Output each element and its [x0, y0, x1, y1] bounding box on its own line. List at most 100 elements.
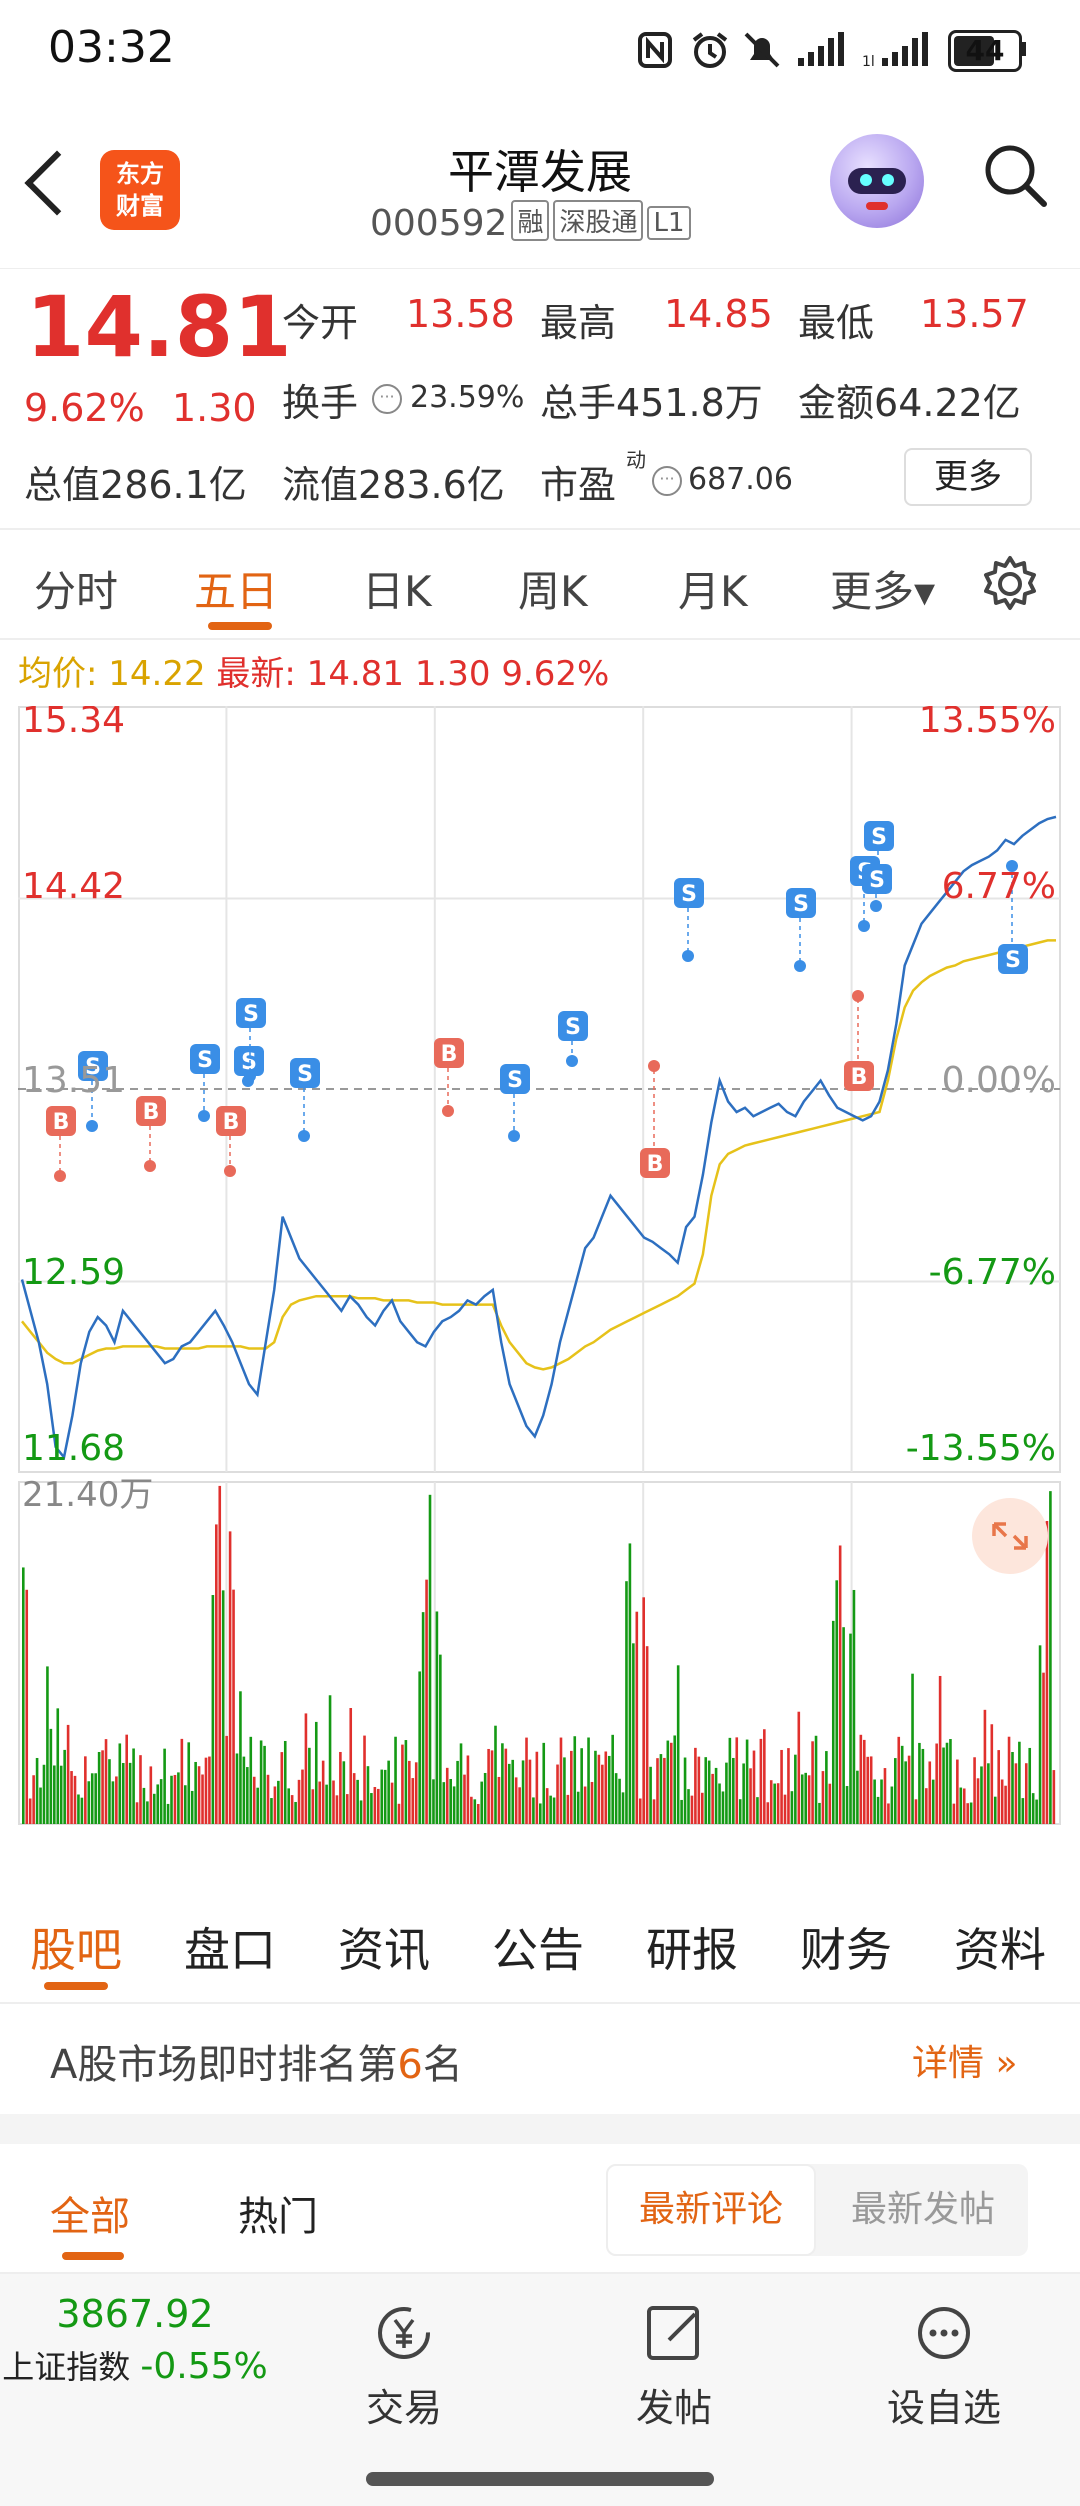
volume-bar — [570, 1750, 573, 1824]
volume-bar — [139, 1755, 142, 1824]
volume-bar — [183, 1785, 187, 1824]
pe-info-icon[interactable]: ··· — [652, 466, 682, 496]
index-change: -0.55% — [140, 2346, 268, 2387]
volume-bar — [401, 1744, 404, 1824]
tab-forum[interactable]: 股吧 — [30, 1923, 122, 1977]
tag-margin: 融 — [511, 200, 550, 241]
pct-axis-label: -13.55% — [906, 1428, 1056, 1469]
rank-detail-link[interactable]: 详情 » — [912, 2034, 1017, 2086]
tab-daily-k[interactable]: 日K — [362, 567, 432, 616]
open-label: 今开 — [282, 301, 359, 345]
tab-research[interactable]: 研报 — [646, 1923, 738, 1977]
info-icon[interactable]: ··· — [372, 384, 402, 414]
volume-bar — [735, 1737, 739, 1824]
volume-max-label: 21.40万 — [22, 1475, 153, 1515]
volume-bar — [773, 1783, 776, 1824]
home-indicator[interactable] — [366, 2472, 714, 2486]
volume-bar — [931, 1779, 935, 1824]
volume-bar — [659, 1754, 663, 1824]
mktcap-row: 总值286.1亿 — [24, 454, 247, 509]
sort-latest-post[interactable]: 最新发帖 — [850, 2189, 995, 2230]
volume-bar — [1031, 1793, 1035, 1824]
feed-tab-hot[interactable]: 热门 — [238, 2194, 318, 2240]
volume-bar — [752, 1750, 756, 1824]
volume-bar — [366, 1766, 370, 1824]
volume-bar — [294, 1801, 297, 1824]
volume-bar — [542, 1742, 546, 1824]
volume-bar — [90, 1773, 94, 1824]
volume-bar — [928, 1761, 932, 1824]
svg-text:S: S — [243, 1002, 259, 1027]
volume-bar — [942, 1747, 945, 1824]
volume-bar — [349, 1708, 353, 1824]
sell-marker: S — [558, 1011, 588, 1067]
rank-row[interactable]: A股市场即时排名第6名 详情 » — [0, 2002, 1080, 2114]
mute-icon — [744, 32, 780, 68]
low-value: 13.57 — [920, 292, 1029, 336]
app-logo[interactable]: 东方 财富 — [100, 150, 180, 230]
pct-axis-label: 6.77% — [942, 866, 1056, 907]
volume-bar — [325, 1784, 328, 1824]
tab-news[interactable]: 资讯 — [338, 1923, 430, 1977]
volume-bar — [32, 1775, 35, 1824]
five-day-chart[interactable]: SBBSBSSSBSSBSSSSSBS 15.3414.4213.5112.59… — [18, 706, 1062, 1826]
volume-bar — [669, 1742, 673, 1824]
svg-text:S: S — [1005, 948, 1021, 973]
volume-bar — [921, 1748, 925, 1824]
volume-bar — [1014, 1763, 1018, 1824]
quote-panel: 14.81 9.62% 1.30 总值286.1亿 今开 13.58 最高 14… — [0, 270, 1080, 530]
volume-bar — [239, 1691, 242, 1824]
tab-five-day[interactable]: 五日 — [194, 567, 279, 616]
feed-tab-all[interactable]: 全部 — [50, 2194, 130, 2240]
volume-bar — [945, 1742, 949, 1824]
price-axis-label: 13.51 — [22, 1060, 125, 1101]
mktcap-value: 286.1亿 — [100, 463, 247, 507]
tab-weekly-k[interactable]: 周K — [518, 567, 588, 616]
volume-bar — [476, 1803, 480, 1824]
volume-bar — [28, 1798, 32, 1824]
volume-bar — [263, 1745, 266, 1824]
volume-bar — [77, 1794, 80, 1824]
sell-marker: S — [290, 1058, 320, 1142]
search-icon[interactable] — [980, 140, 1050, 210]
volume-bar — [949, 1739, 952, 1824]
svg-text:B: B — [647, 1152, 664, 1177]
buy-marker: B — [136, 1096, 166, 1172]
back-arrow-icon[interactable] — [24, 150, 90, 216]
trade-button[interactable]: 交易 — [304, 2298, 504, 2432]
volume-bar — [318, 1781, 322, 1824]
index-ticker[interactable]: 3867.92 上证指数 -0.55% — [0, 2292, 270, 2388]
settings-gear-icon[interactable] — [980, 554, 1040, 614]
post-button[interactable]: 发帖 — [574, 2298, 774, 2432]
tab-monthly-k[interactable]: 月K — [678, 567, 748, 616]
volume-bar — [976, 1778, 980, 1824]
alarm-icon — [692, 32, 728, 68]
volume-bar — [694, 1747, 697, 1824]
turnover-label: 换手 — [282, 381, 359, 425]
tab-more[interactable]: 更多▾ — [830, 567, 936, 616]
add-watchlist-button[interactable]: 设自选 — [844, 2298, 1044, 2432]
index-value: 3867.92 — [56, 2292, 214, 2336]
pe-label: 市盈 — [540, 463, 617, 507]
volume-bar — [394, 1736, 397, 1824]
volume-bar — [725, 1762, 728, 1824]
volume-bar — [1045, 1520, 1049, 1824]
volume-bar — [966, 1803, 969, 1824]
tab-intraday[interactable]: 分时 — [34, 567, 119, 616]
volume-bar — [973, 1757, 976, 1824]
tab-orderbook[interactable]: 盘口 — [184, 1923, 276, 1977]
sort-latest-comment[interactable]: 最新评论 — [606, 2164, 816, 2256]
edit-post-icon — [647, 2306, 699, 2360]
expand-icon[interactable] — [972, 1498, 1048, 1574]
volume-bar — [625, 1581, 628, 1824]
volume-bar — [221, 1590, 225, 1824]
avg-price-label: 均价: 14.22 — [18, 654, 206, 694]
tab-financials[interactable]: 财务 — [800, 1923, 892, 1977]
volume-bar — [876, 1796, 880, 1824]
robot-assistant-icon[interactable] — [830, 134, 924, 228]
tab-profile[interactable]: 资料 — [954, 1923, 1046, 1977]
tab-announcements[interactable]: 公告 — [492, 1923, 584, 1977]
volume-bar — [94, 1773, 97, 1824]
more-quote-button[interactable]: 更多 — [904, 448, 1032, 506]
volume-bar — [604, 1751, 608, 1824]
